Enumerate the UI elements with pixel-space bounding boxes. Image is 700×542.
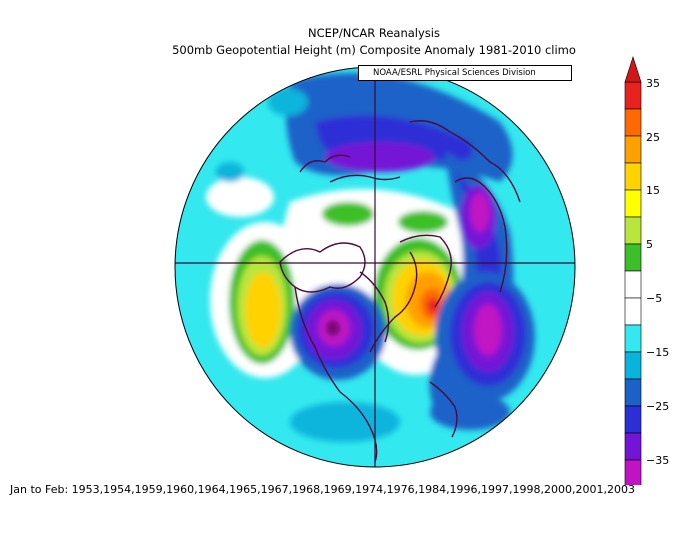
colorbar-cell (624, 189, 642, 218)
colorbar-label-8: −35 (646, 454, 670, 467)
colorbar-cell (624, 135, 642, 164)
credit-label: NOAA/ESRL Physical Sciences Division (358, 65, 572, 81)
colorbar-label-7: −25 (646, 400, 670, 413)
colorbar-label-3: 15 (646, 184, 660, 197)
colorbar-cell (624, 324, 642, 353)
colorbar-cell (624, 378, 642, 407)
colorbar-label-5: −5 (646, 292, 663, 305)
colorbar-cell (624, 432, 642, 461)
chart-title: NCEP/NCAR Reanalysis (308, 26, 440, 40)
colorbar-cell (624, 405, 642, 434)
colorbar-label-2: 25 (646, 131, 660, 144)
colorbar-cell (624, 108, 642, 137)
polar-anomaly-map (174, 66, 576, 468)
anomaly-field (175, 67, 575, 467)
colorbar-cell (624, 81, 642, 110)
colorbar-cell (624, 243, 642, 272)
colorbar-cell (624, 162, 642, 191)
chart-subtitle: 500mb Geopotential Height (m) Composite … (172, 43, 576, 57)
colorbar-label-1: 35 (646, 77, 660, 90)
colorbar-cell (624, 216, 642, 245)
colorbar-cell (624, 351, 642, 380)
coastlines (279, 120, 521, 463)
colorbar-cell (624, 270, 642, 299)
colorbar-cell (624, 297, 642, 326)
colorbar-cell (624, 459, 642, 485)
colorbar-label-4: 5 (646, 238, 653, 251)
colorbar (624, 56, 642, 485)
colorbar-max-arrow (624, 56, 642, 83)
colorbar-label-6: −15 (646, 346, 670, 359)
composite-years-footer: Jan to Feb: 1953,1954,1959,1960,1964,196… (10, 483, 636, 496)
